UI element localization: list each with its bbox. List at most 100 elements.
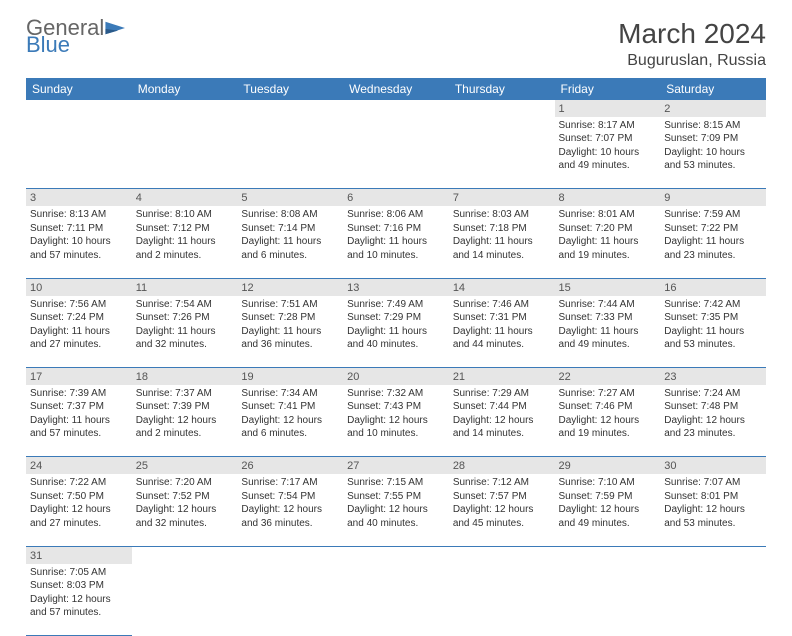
daynum-row: 3456789 — [26, 189, 766, 206]
sunrise-line: Sunrise: 7:24 AM — [664, 387, 762, 401]
empty-cell — [343, 100, 449, 117]
daynum-row: 10111213141516 — [26, 278, 766, 295]
sunrise-line: Sunrise: 8:10 AM — [136, 208, 234, 222]
week-row: Sunrise: 7:22 AMSunset: 7:50 PMDaylight:… — [26, 474, 766, 546]
empty-cell — [449, 117, 555, 189]
day-cell-8: Sunrise: 8:01 AMSunset: 7:20 PMDaylight:… — [555, 206, 661, 278]
sunset-line: Sunset: 7:11 PM — [30, 222, 128, 236]
header: GeneralBlue March 2024 Buguruslan, Russi… — [26, 18, 766, 70]
daylight-line: Daylight: 11 hours and 36 minutes. — [241, 325, 339, 352]
day-cell-7: Sunrise: 8:03 AMSunset: 7:18 PMDaylight:… — [449, 206, 555, 278]
empty-cell — [660, 546, 766, 563]
sunrise-line: Sunrise: 7:17 AM — [241, 476, 339, 490]
day-cell-22: Sunrise: 7:27 AMSunset: 7:46 PMDaylight:… — [555, 385, 661, 457]
daylight-line: Daylight: 11 hours and 2 minutes. — [136, 235, 234, 262]
daylight-line: Daylight: 12 hours and 49 minutes. — [559, 503, 657, 530]
day-cell-18: Sunrise: 7:37 AMSunset: 7:39 PMDaylight:… — [132, 385, 238, 457]
week-row: Sunrise: 8:17 AMSunset: 7:07 PMDaylight:… — [26, 117, 766, 189]
day-cell-20: Sunrise: 7:32 AMSunset: 7:43 PMDaylight:… — [343, 385, 449, 457]
empty-cell — [237, 546, 343, 563]
sunset-line: Sunset: 7:20 PM — [559, 222, 657, 236]
day-content: Sunrise: 8:01 AMSunset: 7:20 PMDaylight:… — [559, 208, 657, 262]
day-content: Sunrise: 7:17 AMSunset: 7:54 PMDaylight:… — [241, 476, 339, 530]
daylight-line: Daylight: 11 hours and 19 minutes. — [559, 235, 657, 262]
sunset-line: Sunset: 8:03 PM — [30, 579, 128, 593]
sunrise-line: Sunrise: 8:06 AM — [347, 208, 445, 222]
sunset-line: Sunset: 7:12 PM — [136, 222, 234, 236]
calendar-body: 12Sunrise: 8:17 AMSunset: 7:07 PMDayligh… — [26, 100, 766, 636]
daylight-line: Daylight: 12 hours and 36 minutes. — [241, 503, 339, 530]
day-cell-2: Sunrise: 8:15 AMSunset: 7:09 PMDaylight:… — [660, 117, 766, 189]
day-number: 10 — [26, 278, 132, 295]
day-cell-28: Sunrise: 7:12 AMSunset: 7:57 PMDaylight:… — [449, 474, 555, 546]
day-cell-30: Sunrise: 7:07 AMSunset: 8:01 PMDaylight:… — [660, 474, 766, 546]
sunrise-line: Sunrise: 7:07 AM — [664, 476, 762, 490]
day-cell-10: Sunrise: 7:56 AMSunset: 7:24 PMDaylight:… — [26, 296, 132, 368]
day-number: 29 — [555, 457, 661, 474]
day-number: 15 — [555, 278, 661, 295]
daylight-line: Daylight: 11 hours and 27 minutes. — [30, 325, 128, 352]
logo-text-2: Blue — [26, 35, 129, 56]
day-cell-21: Sunrise: 7:29 AMSunset: 7:44 PMDaylight:… — [449, 385, 555, 457]
daylight-line: Daylight: 12 hours and 6 minutes. — [241, 414, 339, 441]
sunrise-line: Sunrise: 7:37 AM — [136, 387, 234, 401]
sunset-line: Sunset: 7:28 PM — [241, 311, 339, 325]
weekday-sunday: Sunday — [26, 78, 132, 100]
logo-flag-icon — [105, 20, 129, 36]
daylight-line: Daylight: 11 hours and 40 minutes. — [347, 325, 445, 352]
sunset-line: Sunset: 7:14 PM — [241, 222, 339, 236]
daylight-line: Daylight: 12 hours and 32 minutes. — [136, 503, 234, 530]
daynum-row: 12 — [26, 100, 766, 117]
sunset-line: Sunset: 7:16 PM — [347, 222, 445, 236]
day-number: 11 — [132, 278, 238, 295]
day-content: Sunrise: 7:05 AMSunset: 8:03 PMDaylight:… — [30, 566, 128, 620]
day-number: 21 — [449, 368, 555, 385]
day-cell-1: Sunrise: 8:17 AMSunset: 7:07 PMDaylight:… — [555, 117, 661, 189]
day-number: 18 — [132, 368, 238, 385]
sunset-line: Sunset: 7:22 PM — [664, 222, 762, 236]
day-content: Sunrise: 7:22 AMSunset: 7:50 PMDaylight:… — [30, 476, 128, 530]
daylight-line: Daylight: 12 hours and 27 minutes. — [30, 503, 128, 530]
daynum-row: 17181920212223 — [26, 368, 766, 385]
day-cell-27: Sunrise: 7:15 AMSunset: 7:55 PMDaylight:… — [343, 474, 449, 546]
day-cell-24: Sunrise: 7:22 AMSunset: 7:50 PMDaylight:… — [26, 474, 132, 546]
sunrise-line: Sunrise: 8:01 AM — [559, 208, 657, 222]
day-number: 13 — [343, 278, 449, 295]
daylight-line: Daylight: 12 hours and 23 minutes. — [664, 414, 762, 441]
day-number: 9 — [660, 189, 766, 206]
sunrise-line: Sunrise: 7:42 AM — [664, 298, 762, 312]
daylight-line: Daylight: 11 hours and 23 minutes. — [664, 235, 762, 262]
title-block: March 2024 Buguruslan, Russia — [618, 18, 766, 70]
day-content: Sunrise: 7:39 AMSunset: 7:37 PMDaylight:… — [30, 387, 128, 441]
sunset-line: Sunset: 7:09 PM — [664, 132, 762, 146]
day-cell-13: Sunrise: 7:49 AMSunset: 7:29 PMDaylight:… — [343, 296, 449, 368]
day-cell-9: Sunrise: 7:59 AMSunset: 7:22 PMDaylight:… — [660, 206, 766, 278]
weekday-wednesday: Wednesday — [343, 78, 449, 100]
empty-cell — [26, 100, 132, 117]
daylight-line: Daylight: 12 hours and 45 minutes. — [453, 503, 551, 530]
day-content: Sunrise: 7:42 AMSunset: 7:35 PMDaylight:… — [664, 298, 762, 352]
weekday-tuesday: Tuesday — [237, 78, 343, 100]
day-number: 20 — [343, 368, 449, 385]
day-number: 17 — [26, 368, 132, 385]
sunrise-line: Sunrise: 7:29 AM — [453, 387, 551, 401]
day-content: Sunrise: 7:24 AMSunset: 7:48 PMDaylight:… — [664, 387, 762, 441]
weekday-friday: Friday — [555, 78, 661, 100]
sunrise-line: Sunrise: 7:15 AM — [347, 476, 445, 490]
day-number: 1 — [555, 100, 661, 117]
day-number: 22 — [555, 368, 661, 385]
weekday-thursday: Thursday — [449, 78, 555, 100]
sunset-line: Sunset: 7:31 PM — [453, 311, 551, 325]
week-row: Sunrise: 7:05 AMSunset: 8:03 PMDaylight:… — [26, 564, 766, 636]
week-row: Sunrise: 8:13 AMSunset: 7:11 PM Daylight:… — [26, 206, 766, 278]
sunrise-line: Sunrise: 8:13 AM — [30, 208, 128, 222]
daylight-line: Daylight: 11 hours and 53 minutes. — [664, 325, 762, 352]
day-number: 14 — [449, 278, 555, 295]
sunrise-line: Sunrise: 7:22 AM — [30, 476, 128, 490]
sunset-line: Sunset: 7:37 PM — [30, 400, 128, 414]
sunset-line: Sunset: 8:01 PM — [664, 490, 762, 504]
day-cell-3: Sunrise: 8:13 AMSunset: 7:11 PMDaylight:… — [26, 206, 132, 278]
sunrise-line: Sunrise: 7:54 AM — [136, 298, 234, 312]
day-number: 30 — [660, 457, 766, 474]
daylight-line: Daylight: 12 hours and 57 minutes. — [30, 593, 128, 620]
